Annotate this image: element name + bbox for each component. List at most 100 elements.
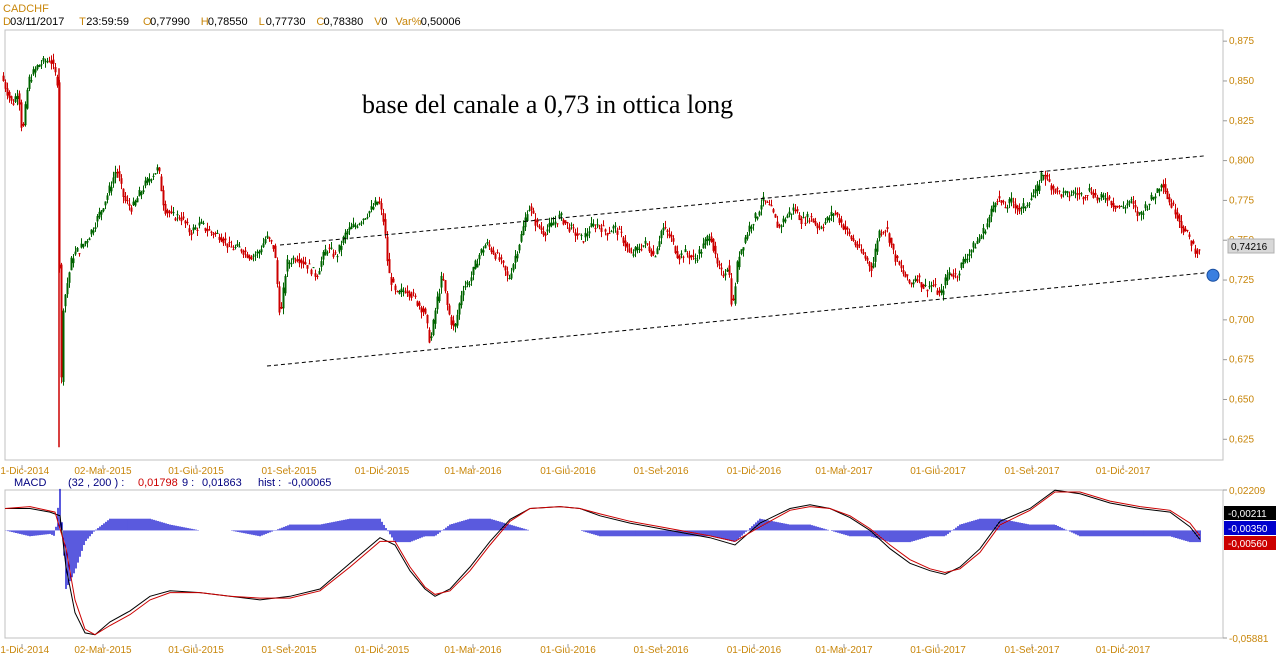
candle-body	[1186, 229, 1189, 231]
candle-body	[784, 219, 787, 222]
candle-body	[296, 258, 299, 261]
candle-body	[50, 60, 53, 65]
y-tick-label: 0,675	[1229, 355, 1254, 366]
candle-body	[964, 258, 967, 262]
candle-body	[312, 267, 315, 269]
candle-body	[238, 246, 241, 248]
candle-body	[648, 246, 651, 252]
candle-body	[178, 217, 181, 219]
candle-body	[482, 250, 485, 253]
candle-body	[1066, 191, 1069, 194]
candle-body	[200, 221, 203, 224]
candle-body	[702, 243, 705, 249]
candle-body	[396, 290, 399, 292]
candle-body	[492, 250, 495, 255]
candle-body	[1010, 197, 1013, 202]
candle-body	[988, 217, 991, 223]
candle-body	[982, 227, 985, 234]
candle-body	[18, 93, 21, 105]
candle-body	[516, 253, 519, 259]
candle-body	[1080, 193, 1083, 195]
readout-label: L	[259, 16, 265, 28]
candle-body	[320, 261, 323, 267]
candle-body	[290, 263, 293, 265]
candle-body	[526, 214, 529, 221]
candle-body	[72, 258, 75, 264]
candle-body	[500, 257, 503, 259]
macd-params: (32 , 200 ) :	[68, 477, 124, 489]
candle-body	[536, 220, 539, 223]
value-badge	[1224, 536, 1276, 550]
candle-body	[954, 273, 957, 275]
y-tick-label: 0,650	[1229, 394, 1254, 405]
candle-body	[440, 275, 443, 288]
candle-body	[394, 285, 397, 291]
candle-body	[52, 59, 55, 64]
candle-body	[996, 201, 999, 203]
candle-body	[1032, 195, 1035, 198]
candle-body	[862, 251, 865, 255]
candle-body	[1164, 184, 1167, 193]
candle-body	[806, 214, 809, 218]
candle-body	[234, 246, 237, 248]
candle-body	[562, 219, 565, 225]
candle-body	[1138, 212, 1141, 214]
candle-body	[716, 257, 719, 264]
candle-body	[332, 253, 335, 257]
macd-label: MACD	[14, 477, 46, 489]
candle-body	[668, 233, 671, 237]
candle-body	[570, 224, 573, 226]
candle-body	[802, 217, 805, 219]
candle-body	[348, 227, 351, 231]
candle-body	[730, 278, 733, 305]
candle-body	[62, 310, 65, 382]
candle-body	[114, 171, 117, 178]
candle-body	[210, 231, 213, 233]
candle-body	[108, 185, 111, 193]
candle-body	[450, 316, 453, 325]
candle-body	[1064, 191, 1067, 193]
candle-body	[286, 259, 289, 272]
value-badge	[1224, 506, 1276, 520]
candle-body	[932, 285, 935, 287]
candle-body	[760, 205, 763, 210]
candle-body	[882, 232, 885, 234]
candle-body	[88, 238, 91, 241]
candle-body	[204, 227, 207, 231]
candle-body	[740, 249, 743, 255]
candle-body	[1150, 194, 1153, 200]
candle-body	[738, 256, 741, 268]
candle-body	[906, 274, 909, 276]
candle-body	[1096, 196, 1099, 201]
candle-body	[688, 255, 691, 259]
candle-body	[426, 314, 429, 324]
candle-body	[330, 247, 333, 249]
candle-body	[558, 214, 561, 219]
candle-body	[768, 204, 771, 206]
x-tick-label: 01-Mar-2016	[444, 645, 502, 656]
candle-body	[486, 242, 489, 244]
candle-body	[564, 220, 567, 223]
candle-body	[480, 248, 483, 254]
candle-body	[588, 231, 591, 234]
candle-body	[886, 227, 889, 230]
candle-body	[566, 222, 569, 224]
candle-body	[966, 258, 969, 260]
candle-body	[362, 218, 365, 221]
candle-body	[342, 236, 345, 243]
candle-body	[386, 236, 389, 262]
candle-body	[280, 306, 283, 309]
candle-body	[898, 261, 901, 265]
candle-body	[326, 252, 329, 254]
candle-body	[294, 260, 297, 262]
candle-body	[736, 261, 739, 283]
last-price-label: 0,74216	[1231, 242, 1268, 253]
candle-body	[654, 256, 657, 258]
candle-body	[126, 200, 129, 202]
candle-body	[194, 227, 197, 230]
candle-body	[1050, 185, 1053, 191]
candle-body	[452, 320, 455, 326]
x-tick-label: 01-Dic-2015	[355, 466, 410, 477]
candle-body	[92, 230, 95, 233]
